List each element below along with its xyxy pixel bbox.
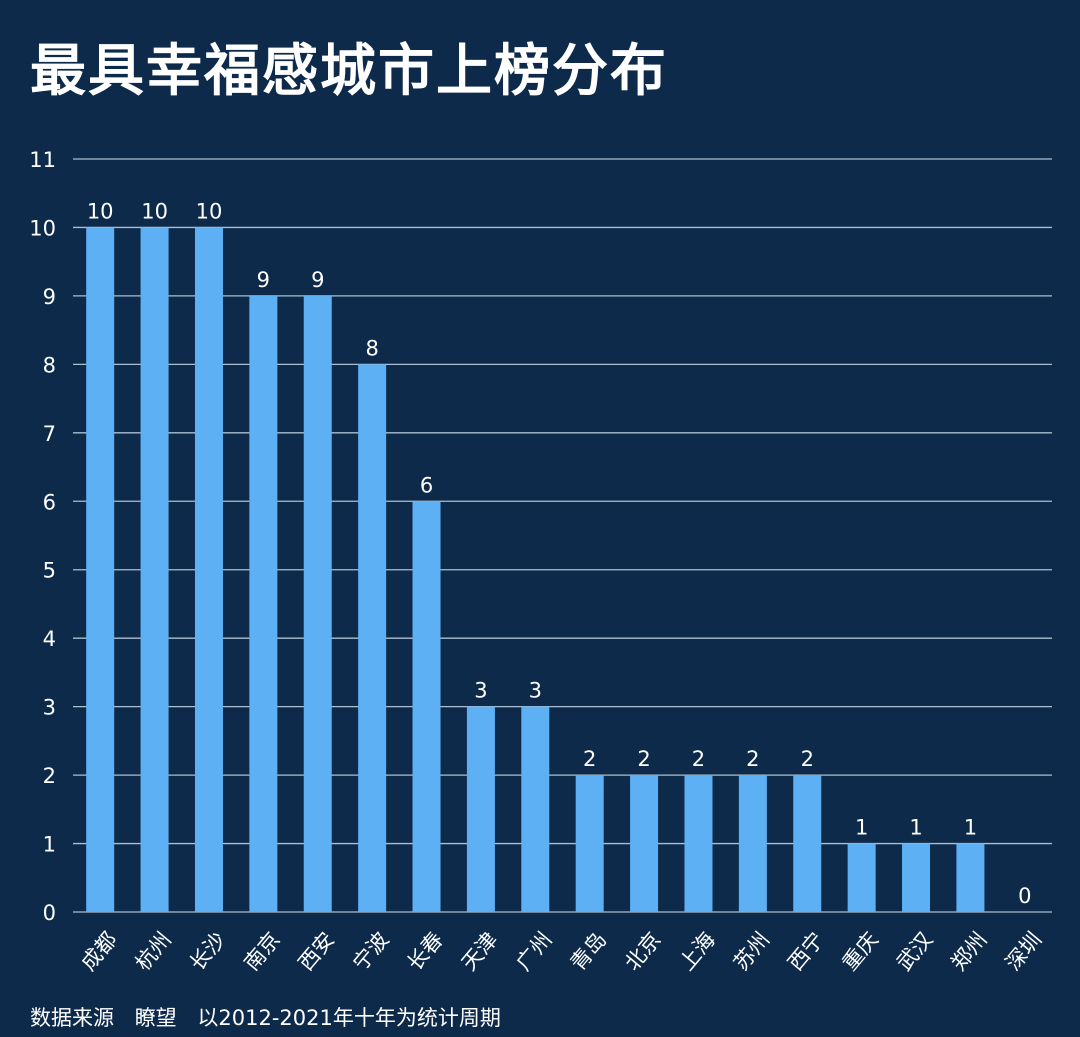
bar	[194, 227, 223, 913]
x-tick-label: 深圳	[1001, 928, 1046, 976]
y-tick-label: 11	[29, 148, 56, 172]
bar-value-label: 1	[964, 816, 977, 840]
x-tick-label: 西安	[294, 928, 339, 976]
bar-value-label: 9	[257, 268, 270, 292]
bar	[738, 775, 767, 912]
x-tick-label: 成都	[76, 928, 121, 976]
x-tick-label: 宁波	[348, 928, 393, 976]
bar	[847, 843, 876, 912]
y-tick-label: 10	[29, 216, 56, 240]
bar-value-label: 2	[746, 747, 759, 771]
source-label: 数据来源	[30, 1006, 114, 1030]
bar-value-label: 9	[311, 268, 324, 292]
bar-value-label: 1	[855, 816, 868, 840]
bar	[358, 364, 387, 912]
x-tick-label: 天津	[457, 928, 502, 976]
chart-title: 最具幸福感城市上榜分布	[30, 39, 668, 104]
bar-value-label: 2	[692, 747, 705, 771]
bar-value-label: 2	[583, 747, 596, 771]
bar-value-label: 8	[365, 336, 378, 360]
x-tick-label: 长春	[403, 928, 448, 976]
bar	[630, 775, 659, 912]
x-tick-label: 重庆	[838, 928, 883, 976]
x-tick-label: 武汉	[892, 928, 937, 976]
y-tick-label: 2	[43, 764, 56, 788]
y-tick-label: 7	[43, 422, 56, 446]
bar-chart: 0123456789101110成都10杭州10长沙9南京9西安8宁波6长春3天…	[29, 148, 1052, 976]
x-tick-label: 苏州	[729, 928, 774, 976]
x-tick-label: 杭州	[131, 928, 176, 976]
x-tick-label: 南京	[239, 928, 284, 976]
bar	[303, 295, 332, 913]
y-tick-label: 5	[43, 559, 56, 583]
bar	[86, 227, 115, 913]
y-tick-label: 4	[43, 627, 56, 651]
bar	[793, 775, 822, 912]
bar-value-label: 10	[196, 199, 223, 223]
x-tick-label: 郑州	[947, 928, 992, 976]
x-tick-label: 上海	[675, 928, 720, 976]
bar	[412, 501, 441, 912]
bar	[249, 295, 278, 913]
y-tick-label: 1	[43, 833, 56, 857]
bar-value-label: 0	[1018, 884, 1031, 908]
source-name: 瞭望	[134, 1006, 177, 1030]
bar	[575, 775, 604, 912]
bar-value-label: 10	[87, 199, 114, 223]
y-tick-label: 3	[43, 696, 56, 720]
bar-value-label: 3	[529, 679, 542, 703]
x-tick-label: 长沙	[185, 928, 230, 976]
period-note: 以2012-2021年十年为统计周期	[197, 1006, 501, 1030]
bar-value-label: 2	[801, 747, 814, 771]
bar	[684, 775, 713, 912]
bar-value-label: 3	[474, 679, 487, 703]
bar	[902, 843, 931, 912]
y-tick-label: 9	[43, 285, 56, 309]
y-tick-label: 6	[43, 490, 56, 514]
bar	[140, 227, 169, 913]
x-tick-label: 青岛	[566, 928, 611, 976]
y-tick-label: 0	[43, 901, 56, 925]
x-tick-label: 北京	[620, 928, 665, 976]
bar	[521, 706, 550, 912]
x-tick-label: 西宁	[783, 928, 828, 976]
y-tick-label: 8	[43, 353, 56, 377]
bar-value-label: 6	[420, 473, 433, 497]
bar-value-label: 10	[141, 199, 168, 223]
source-note: 数据来源 瞭望 以2012-2021年十年为统计周期	[30, 1008, 515, 1029]
bar	[466, 706, 495, 912]
bar-value-label: 1	[909, 816, 922, 840]
bar-value-label: 2	[637, 747, 650, 771]
bar	[956, 843, 985, 912]
x-tick-label: 广州	[511, 928, 556, 976]
